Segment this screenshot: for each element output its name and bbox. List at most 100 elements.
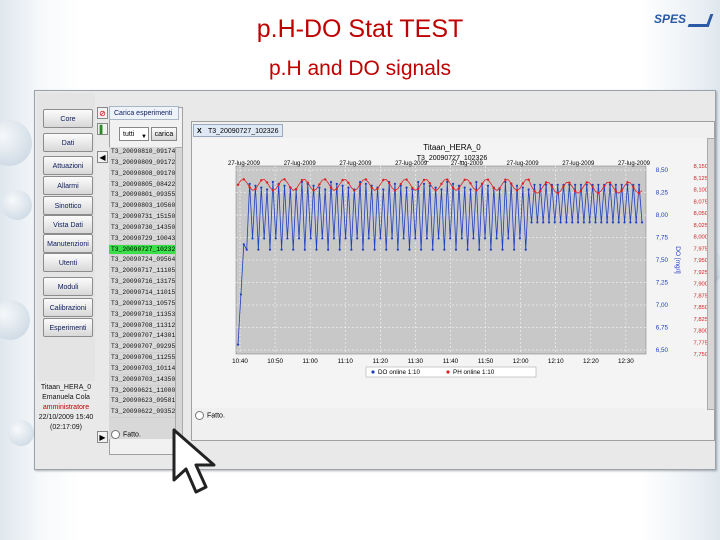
data-point-do	[396, 248, 399, 251]
list-item[interactable]: T3_20090707_143011	[109, 331, 181, 343]
nav-button-moduli[interactable]: Moduli	[43, 277, 93, 296]
nav-button-esperimenti[interactable]: Esperimenti	[43, 318, 93, 337]
list-item[interactable]: T3_20090621_110006	[109, 386, 181, 397]
data-point-do	[454, 248, 458, 251]
list-item[interactable]: T3_20090729_100436	[109, 234, 181, 245]
nav-button-calibrazioni[interactable]: Calibrazioni	[43, 298, 93, 317]
list-item[interactable]: T3_20090730_14350	[109, 223, 181, 234]
data-point-ph	[358, 183, 362, 186]
list-item[interactable]: T3_20090717_111058	[109, 266, 181, 278]
data-point-do	[324, 188, 327, 191]
list-item[interactable]: T3_20090716_131759	[109, 277, 181, 288]
data-point-do	[390, 237, 394, 240]
list-item[interactable]: T3_20090808_091709	[109, 169, 181, 180]
nav-button-manutenzioni[interactable]: Manutenzioni	[43, 234, 93, 253]
data-point-ph	[469, 182, 472, 185]
y-right-tick-label: 7,825	[693, 317, 708, 323]
data-point-do	[527, 188, 530, 191]
data-point-do	[518, 237, 522, 240]
list-item[interactable]: T3_20090801_093559	[109, 190, 181, 202]
status-radio[interactable]	[111, 430, 120, 439]
y-left-tick-label: 7,75	[656, 235, 669, 242]
tab-chart[interactable]: X T3_20090727_102326	[193, 124, 283, 137]
x-tick-label: 11:10	[338, 358, 354, 365]
x-top-tick-label: 27-lug-2009	[284, 161, 317, 167]
data-point-ph	[283, 178, 286, 181]
data-point-do	[489, 248, 492, 251]
list-item[interactable]: T3_20090714_110150	[109, 288, 181, 299]
data-point-ph	[440, 182, 443, 186]
list-item[interactable]: T3_20090707_092956	[109, 342, 181, 354]
list-item[interactable]: T3_20090706_112553	[109, 353, 181, 364]
mouse-pointer-icon	[172, 428, 216, 494]
chart-title: Titaan_HERA_0	[423, 143, 481, 152]
nav-button-sinottico[interactable]: Sinottico	[43, 196, 93, 215]
data-point-ph	[504, 178, 507, 181]
data-point-ph	[318, 183, 321, 186]
data-point-ph	[353, 189, 356, 192]
data-point-do	[292, 248, 295, 251]
data-point-ph	[347, 181, 350, 185]
chart-vertical-scrollbar[interactable]	[707, 138, 715, 410]
data-point-do	[341, 184, 344, 187]
list-item[interactable]: T3_20090805_084224	[109, 180, 181, 191]
list-item[interactable]: T3_20090623_095810	[109, 396, 181, 408]
status-radio[interactable]	[195, 411, 204, 420]
flag-icon[interactable]: ▌	[97, 123, 108, 135]
list-item[interactable]: T3_20090809_091729	[109, 158, 181, 169]
list-item[interactable]: T3_20090703_14350	[109, 375, 181, 386]
data-point-do	[437, 237, 440, 240]
data-point-do	[382, 188, 385, 191]
experiment-filter-select[interactable]: tutti ▼	[119, 127, 149, 141]
legend-label-ph: PH online 1:10	[453, 369, 495, 376]
list-item[interactable]: T3_20090810_091741	[109, 147, 181, 158]
data-point-ph	[550, 185, 554, 188]
data-point-do	[344, 237, 347, 240]
data-point-do	[501, 248, 504, 251]
data-point-do	[495, 237, 498, 240]
user-datetime: 22/10/2009 15:40	[38, 414, 94, 421]
list-item[interactable]: T3_20090622_093526	[109, 407, 181, 419]
data-point-ph	[323, 178, 327, 181]
list-item[interactable]: T3_20090727_102326	[109, 244, 181, 256]
data-point-ph	[603, 184, 606, 188]
data-point-do	[637, 183, 641, 186]
load-button[interactable]: carica	[151, 127, 177, 141]
data-point-do	[451, 182, 455, 185]
list-item[interactable]: T3_20090731_151508	[109, 212, 181, 223]
nav-button-vista-dati[interactable]: Vista Dati	[43, 215, 93, 234]
tab-carica-esperimenti[interactable]: Carica esperimenti	[109, 106, 179, 120]
experiment-list-scrollbar[interactable]	[175, 147, 183, 441]
close-icon[interactable]: X	[197, 128, 202, 135]
data-point-ph	[236, 183, 240, 186]
data-point-do	[236, 343, 240, 346]
x-top-tick-label: 27-lug-2009	[562, 161, 595, 167]
list-item[interactable]: T3_20090703_101143	[109, 364, 181, 375]
x-tick-label: 11:20	[373, 358, 389, 365]
data-point-ph	[486, 178, 490, 181]
list-item[interactable]: T3_20090803_105600	[109, 201, 181, 213]
data-point-do	[475, 180, 478, 184]
list-item[interactable]: T3_20090724_095643	[109, 255, 181, 267]
chevron-down-icon: ▼	[141, 134, 147, 140]
data-point-do	[472, 237, 475, 240]
list-item[interactable]: T3_20090710_113538	[109, 310, 181, 321]
expand-icon[interactable]: ▶	[97, 431, 108, 443]
x-tick-label: 11:30	[408, 358, 424, 365]
data-point-do	[469, 188, 472, 191]
data-point-do	[629, 221, 632, 224]
list-item[interactable]: T3_20090713_105758	[109, 299, 181, 310]
nav-button-dati[interactable]: Dati	[43, 133, 93, 152]
data-point-do	[361, 248, 365, 251]
nav-button-attuazioni[interactable]: Attuazioni	[43, 156, 93, 175]
stop-icon[interactable]: ⊘	[97, 107, 108, 119]
collapse-icon[interactable]: ◀	[97, 151, 108, 163]
data-point-ph	[591, 185, 594, 188]
data-point-do	[544, 183, 548, 186]
nav-button-core[interactable]: Core	[43, 109, 93, 128]
nav-button-allarmi[interactable]: Allarmi	[43, 176, 93, 195]
data-point-do	[536, 221, 539, 224]
data-point-ph	[399, 182, 402, 186]
nav-button-utenti[interactable]: Utenti	[43, 253, 93, 272]
list-item[interactable]: T3_20090708_113120	[109, 321, 181, 332]
